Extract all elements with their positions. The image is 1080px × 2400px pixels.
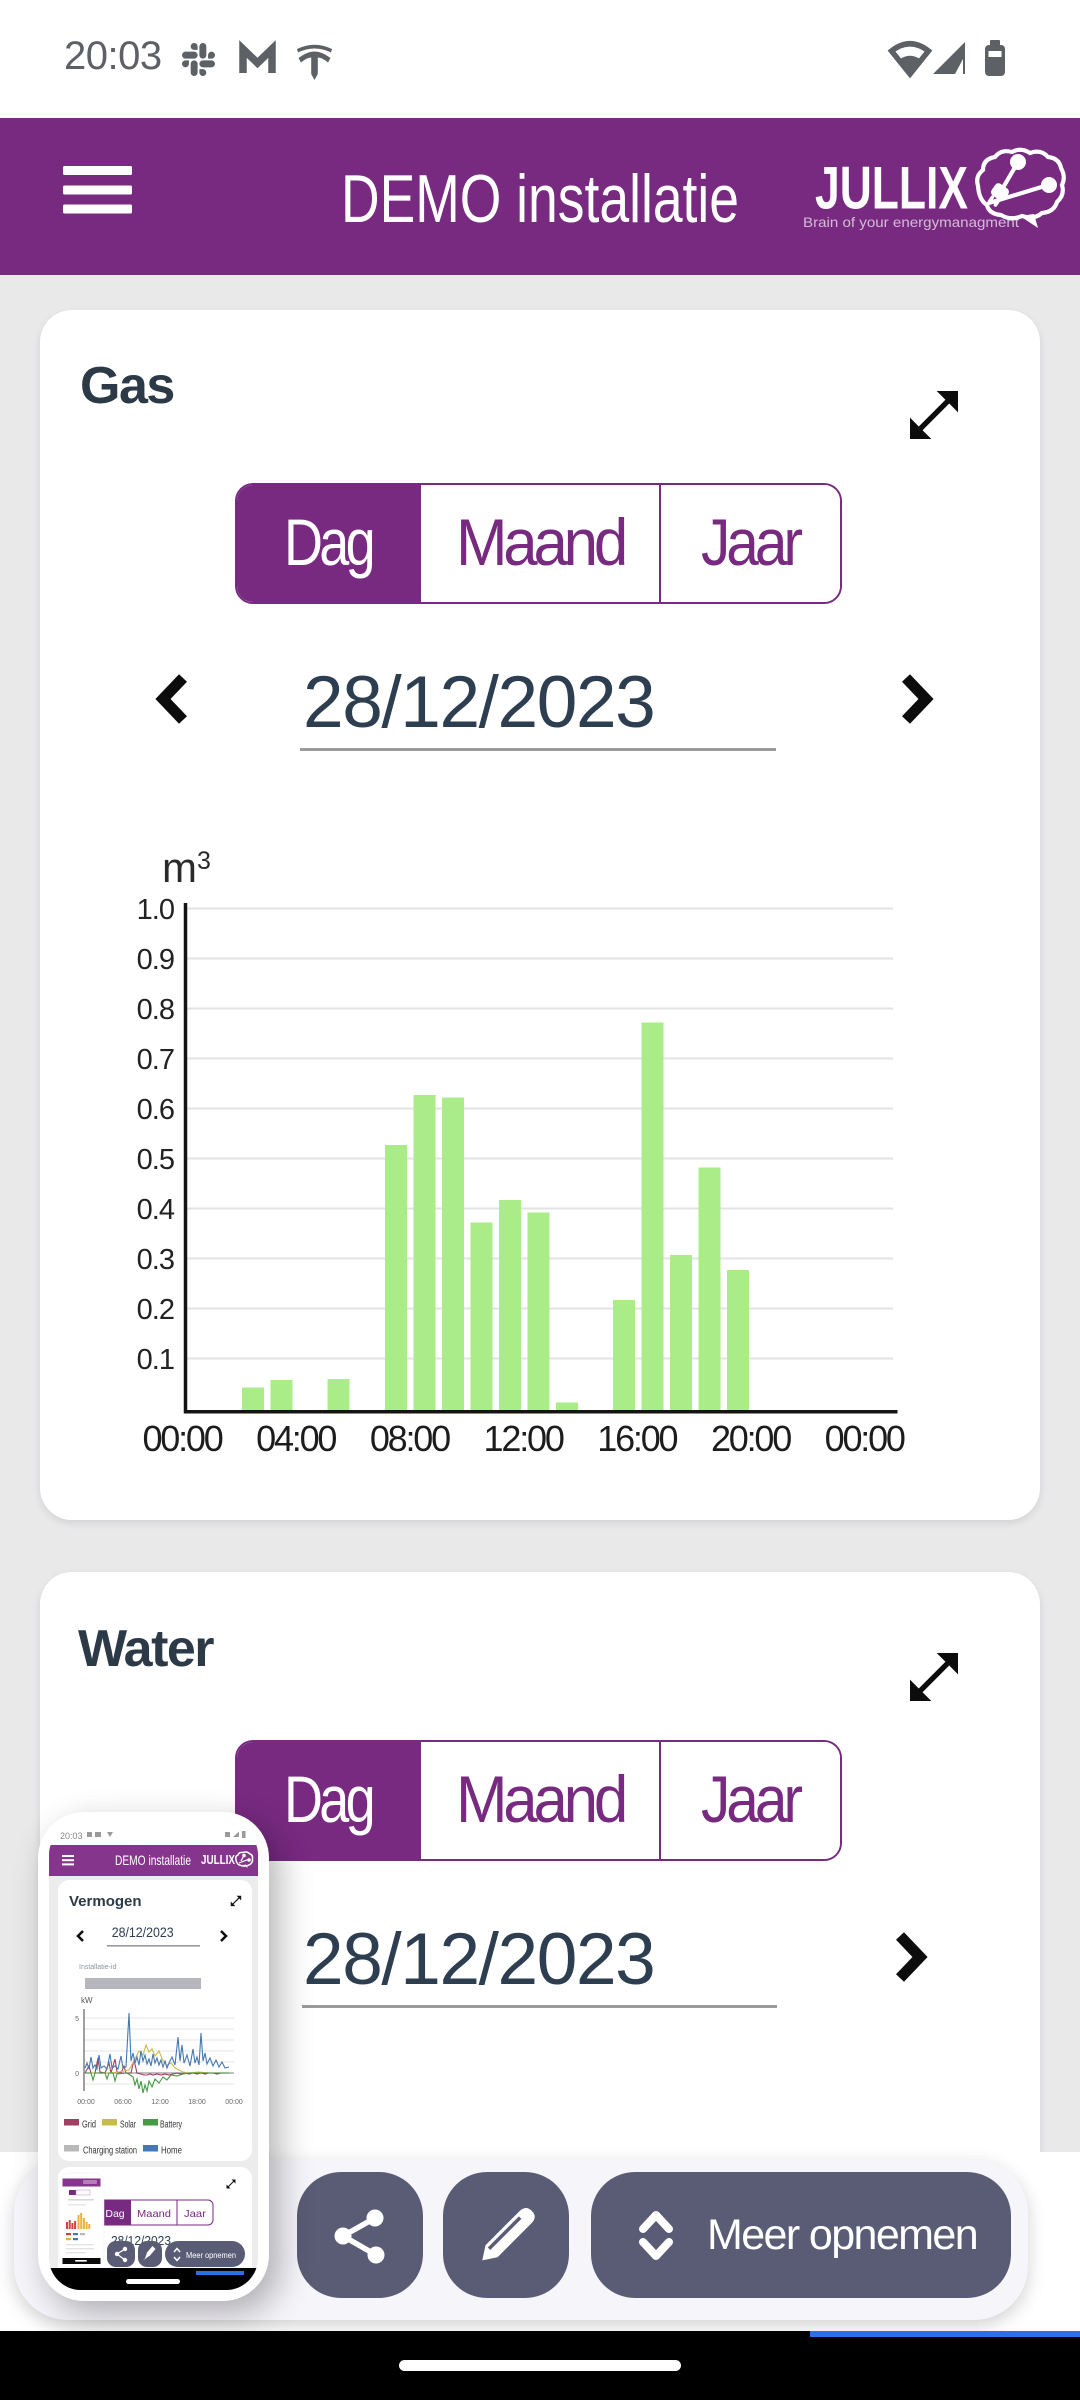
svg-text:0.6: 0.6 [137,1094,174,1126]
svg-text:1.0: 1.0 [137,894,174,926]
svg-text:Dag: Dag [284,1762,373,1836]
svg-text:Jaar: Jaar [701,505,802,579]
svg-text:00:00: 00:00 [225,2099,243,2106]
svg-text:Grid: Grid [82,2120,96,2131]
svg-text:Solar: Solar [120,2120,136,2131]
svg-text:20:00: 20:00 [711,1418,791,1459]
svg-text:m3: m3 [162,844,211,891]
svg-text:0.1: 0.1 [137,1344,174,1376]
svg-text:JULLIX: JULLIX [201,1852,235,1867]
svg-text:DEMO installatie: DEMO installatie [115,1852,191,1868]
svg-text:0.5: 0.5 [137,1144,174,1176]
svg-text:20:03: 20:03 [60,1831,83,1841]
svg-text:5: 5 [75,2016,79,2023]
svg-text:0.2: 0.2 [137,1294,174,1326]
svg-text:Jaar: Jaar [184,2208,207,2220]
svg-text:Installatie-id: Installatie-id [79,1964,116,1971]
svg-text:Charging station: Charging station [83,2146,137,2157]
svg-text:Brain of your energymanagment: Brain of your energymanagment [803,214,1019,230]
svg-text:Battery: Battery [160,2120,182,2131]
svg-text:18:00: 18:00 [188,2099,206,2106]
svg-text:12:00: 12:00 [484,1418,564,1459]
svg-text:Dag: Dag [284,505,373,579]
svg-text:Home: Home [161,2146,182,2157]
svg-text:00:00: 00:00 [825,1418,905,1459]
svg-text:28/12/2023: 28/12/2023 [112,1925,174,1940]
svg-text:0.9: 0.9 [137,944,174,976]
svg-text:0.7: 0.7 [137,1044,174,1076]
svg-text:JULLIX: JULLIX [815,155,968,222]
svg-text:kW: kW [81,1996,93,2005]
svg-text:Jaar: Jaar [701,1762,802,1836]
svg-text:0.3: 0.3 [137,1244,174,1276]
svg-text:00:00: 00:00 [142,1418,222,1459]
svg-text:Maand: Maand [456,505,625,579]
svg-text:04:00: 04:00 [256,1418,336,1459]
svg-text:08:00: 08:00 [370,1418,450,1459]
svg-text:16:00: 16:00 [597,1418,677,1459]
svg-text:Maand: Maand [137,2208,171,2220]
svg-text:12:00: 12:00 [151,2099,169,2106]
svg-text:Maand: Maand [456,1762,625,1836]
svg-text:Vermogen: Vermogen [69,1893,142,1910]
svg-text:Meer opnemen: Meer opnemen [186,2250,236,2260]
svg-text:00:00: 00:00 [77,2099,95,2106]
svg-text:0.8: 0.8 [137,994,174,1026]
svg-text:0.4: 0.4 [137,1194,175,1226]
svg-text:0: 0 [75,2071,79,2078]
svg-text:DEMO installatie: DEMO installatie [341,161,739,237]
svg-text:Dag: Dag [105,2208,124,2220]
svg-text:06:00: 06:00 [114,2099,132,2106]
